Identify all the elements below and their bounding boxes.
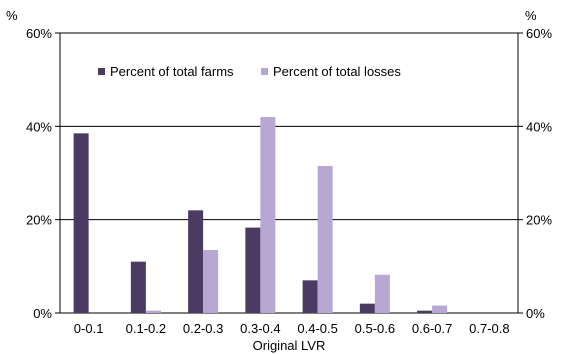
y-unit-left: % (6, 8, 18, 23)
bar-farms (302, 280, 318, 313)
bar-farms (359, 303, 375, 313)
legend-swatch-farms (98, 68, 105, 75)
y-tick-label-right: 20% (526, 213, 552, 228)
legend: Percent of total farms Percent of total … (98, 64, 401, 79)
x-axis-label: Original LVR (253, 338, 326, 353)
x-tick-label: 0-0.1 (74, 321, 104, 336)
bar-farms (417, 310, 433, 313)
bar-losses (317, 166, 333, 313)
bar-losses (203, 250, 219, 313)
x-axis: 0-0.1 0.1-0.2 0.2-0.3 0.3-0.4 0.4-0.5 0.5-0.6… (74, 321, 510, 336)
y-tick-label-left: 0% (33, 306, 52, 321)
bar-farms (130, 261, 146, 313)
legend-swatch-losses (261, 68, 268, 75)
bars (73, 117, 448, 313)
bar-farms (245, 227, 261, 313)
y-tick-label-right: 40% (526, 119, 552, 134)
legend-label-farms: Percent of total farms (110, 64, 234, 79)
legend-label-losses: Percent of total losses (273, 64, 401, 79)
plot-frame (59, 32, 519, 314)
gridlines (60, 125, 518, 221)
bar-losses (145, 310, 161, 313)
y-tick-label-right: 60% (526, 26, 552, 41)
y-tick-label-left: 40% (26, 119, 52, 134)
x-tick-label: 0.7-0.8 (469, 321, 509, 336)
y-tick-label-right: 0% (526, 306, 545, 321)
y-tick-label-left: 20% (26, 213, 52, 228)
bar-losses (374, 274, 390, 313)
x-tick-label: 0.1-0.2 (126, 321, 166, 336)
y-unit-right: % (525, 8, 537, 23)
x-tick-label: 0.3-0.4 (240, 321, 280, 336)
y-axis-right: 0% 20% 40% 60% (518, 26, 552, 321)
bar-farms (73, 133, 89, 313)
bar-losses (432, 305, 448, 313)
x-tick-label: 0.5-0.6 (355, 321, 395, 336)
bar-farms (188, 210, 204, 313)
x-tick-label: 0.2-0.3 (183, 321, 223, 336)
y-tick-label-left: 60% (26, 26, 52, 41)
x-tick-label: 0.4-0.5 (297, 321, 337, 336)
bar-losses (260, 117, 276, 313)
y-axis-left: 0% 20% 40% 60% (26, 26, 60, 321)
x-tick-label: 0.6-0.7 (412, 321, 452, 336)
